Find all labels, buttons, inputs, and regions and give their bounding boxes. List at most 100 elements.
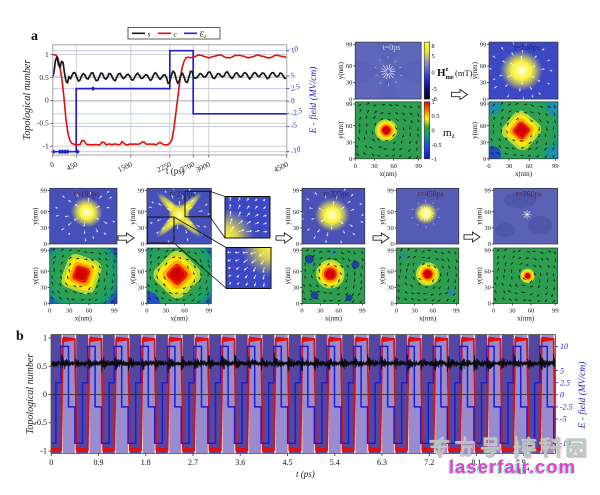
- svg-text:4.5: 4.5: [283, 458, 293, 467]
- svg-text:0: 0: [349, 96, 352, 103]
- svg-text:30: 30: [509, 308, 516, 315]
- svg-text:-5: -5: [432, 86, 437, 93]
- svg-text:-0.5: -0.5: [37, 119, 49, 128]
- svg-text:t=760ps: t=760ps: [516, 189, 542, 198]
- svg-text:5.4: 5.4: [330, 458, 340, 467]
- svg-text:10: 10: [560, 342, 568, 351]
- svg-text:60: 60: [346, 63, 353, 70]
- svg-text:0: 0: [483, 156, 486, 163]
- svg-text:30: 30: [484, 225, 491, 232]
- svg-text:0: 0: [432, 70, 435, 77]
- svg-text:0: 0: [44, 241, 47, 248]
- svg-text:0.5: 0.5: [37, 362, 47, 371]
- svg-text:99: 99: [293, 247, 300, 254]
- svg-text:99: 99: [346, 42, 353, 49]
- svg-text:t (ps): t (ps): [296, 469, 315, 479]
- svg-text:0: 0: [300, 308, 303, 315]
- svg-text:0: 0: [395, 308, 398, 315]
- svg-text:30: 30: [138, 225, 145, 232]
- svg-text:60: 60: [430, 308, 437, 315]
- svg-text:2.7: 2.7: [188, 458, 198, 467]
- svg-text:t=325ps: t=325ps: [324, 189, 350, 198]
- svg-text:z: z: [446, 66, 449, 73]
- svg-text:1: 1: [45, 50, 49, 59]
- svg-text:0: 0: [141, 301, 144, 308]
- svg-text:1: 1: [432, 99, 435, 106]
- svg-text:0: 0: [560, 391, 564, 400]
- svg-text:0: 0: [349, 156, 352, 163]
- svg-text:0: 0: [48, 160, 55, 170]
- svg-text:t=150ps: t=150ps: [514, 43, 540, 52]
- svg-text:5: 5: [560, 366, 564, 375]
- svg-text:60: 60: [138, 268, 145, 275]
- svg-text:30: 30: [317, 308, 324, 315]
- svg-text:y(nm): y(nm): [284, 207, 292, 225]
- svg-text:t=250ps: t=250ps: [169, 189, 195, 198]
- svg-text:y(nm): y(nm): [32, 267, 40, 285]
- svg-text:0: 0: [44, 301, 47, 308]
- svg-text:30: 30: [480, 80, 487, 87]
- svg-text:30: 30: [371, 163, 378, 170]
- svg-text:99: 99: [387, 188, 394, 195]
- svg-text:0: 0: [487, 163, 490, 170]
- svg-text:99: 99: [111, 308, 118, 315]
- svg-text:99: 99: [552, 163, 559, 170]
- svg-text:60: 60: [40, 209, 47, 216]
- svg-text:30: 30: [40, 285, 47, 292]
- svg-text:99: 99: [293, 188, 300, 195]
- svg-text:a: a: [31, 29, 38, 44]
- svg-text:30: 30: [66, 308, 73, 315]
- svg-text:0: 0: [432, 128, 435, 135]
- svg-text:60: 60: [480, 123, 487, 130]
- svg-text:60: 60: [181, 308, 188, 315]
- svg-text:0: 0: [43, 390, 47, 399]
- svg-text:Ez: Ez: [199, 29, 208, 40]
- svg-text:99: 99: [40, 188, 47, 195]
- svg-text:60: 60: [526, 163, 533, 170]
- svg-text:60: 60: [346, 123, 353, 130]
- svg-text:0: 0: [289, 96, 296, 106]
- svg-text:1: 1: [43, 334, 47, 343]
- svg-text:30: 30: [387, 225, 394, 232]
- svg-text:99: 99: [484, 188, 491, 195]
- svg-text:t=450ps: t=450ps: [418, 189, 444, 198]
- svg-text:x(nm): x(nm): [419, 315, 437, 323]
- svg-text:-1: -1: [43, 142, 49, 151]
- svg-text:30: 30: [506, 163, 513, 170]
- svg-text:×104: ×104: [513, 466, 529, 476]
- svg-text:-5: -5: [289, 120, 298, 131]
- svg-text:c: c: [174, 29, 178, 38]
- svg-text:0: 0: [483, 96, 486, 103]
- svg-text:60: 60: [390, 163, 397, 170]
- svg-text:(mT): (mT): [455, 68, 473, 78]
- svg-text:60: 60: [293, 268, 300, 275]
- svg-text:x(nm): x(nm): [325, 315, 343, 323]
- svg-text:t=190ps: t=190ps: [74, 189, 100, 198]
- svg-text:y(nm): y(nm): [129, 207, 137, 225]
- svg-text:y(nm): y(nm): [471, 121, 479, 139]
- svg-text:0: 0: [390, 301, 393, 308]
- svg-text:60: 60: [40, 268, 47, 275]
- svg-text:30: 30: [138, 285, 145, 292]
- svg-text:5: 5: [432, 53, 435, 60]
- svg-text:-0.5: -0.5: [432, 142, 442, 149]
- svg-text:-10: -10: [289, 144, 302, 156]
- svg-text:99: 99: [346, 101, 353, 108]
- svg-text:E - field (MV/cm): E - field (MV/cm): [308, 67, 319, 135]
- svg-text:x(nm): x(nm): [75, 315, 93, 323]
- svg-text:30: 30: [387, 285, 394, 292]
- svg-text:0.9: 0.9: [94, 458, 104, 467]
- svg-text:y(nm): y(nm): [284, 267, 292, 285]
- svg-text:x(nm): x(nm): [380, 170, 398, 178]
- svg-text:-1: -1: [432, 156, 437, 163]
- svg-text:y(nm): y(nm): [476, 267, 484, 285]
- svg-text:0: 0: [141, 241, 144, 248]
- svg-text:x(nm): x(nm): [517, 315, 535, 323]
- svg-text:99: 99: [387, 247, 394, 254]
- svg-text:60: 60: [387, 268, 394, 275]
- svg-text:6.3: 6.3: [377, 458, 387, 467]
- svg-text:E - field (MV/cm): E - field (MV/cm): [577, 362, 588, 430]
- svg-text:99: 99: [415, 163, 422, 170]
- svg-text:-2.5: -2.5: [289, 106, 303, 118]
- svg-text:0: 0: [492, 308, 495, 315]
